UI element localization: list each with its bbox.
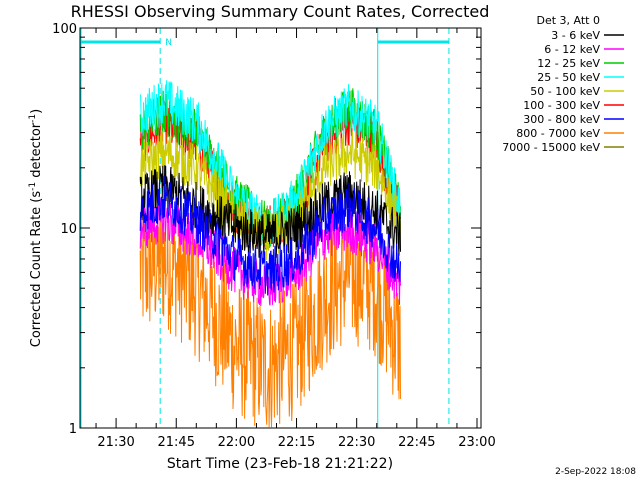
y-axis-label: Corrected Count Rate (s-1 detector-1) (28, 109, 44, 347)
legend-label: 300 - 800 keV (523, 113, 600, 126)
legend-label: 50 - 100 keV (530, 85, 600, 98)
y-axis-label-end: ) (29, 109, 44, 114)
legend-label: 7000 - 15000 keV (502, 141, 600, 154)
legend-label: 800 - 7000 keV (516, 127, 600, 140)
x-axis: 21:30 21:45 22:00 22:15 22:30 22:45 23:00 (95, 28, 496, 450)
y-axis-label-mid: detector (29, 122, 44, 182)
night-markers: N (80, 28, 450, 428)
x-axis-label: Start Time (23-Feb-18 21:21:22) (167, 456, 393, 472)
series-line (139, 176, 401, 296)
y-tick-label: 1 (69, 422, 77, 437)
y-axis-label-sup1: -1 (28, 182, 38, 191)
y-axis-label-sup2: -1 (28, 114, 38, 123)
x-tick-label: 23:00 (458, 435, 495, 450)
series-layer (139, 80, 401, 428)
legend-label: 6 - 12 keV (544, 43, 600, 56)
footer-timestamp: 2-Sep-2022 18:08 (555, 467, 636, 477)
series-line (139, 80, 401, 247)
x-tick-label: 21:30 (97, 435, 134, 450)
y-axis: 1 10 100 (52, 22, 481, 437)
x-tick-label: 22:00 (218, 435, 255, 450)
legend-label: 3 - 6 keV (551, 29, 600, 42)
x-tick-label: 21:45 (158, 435, 195, 450)
y-axis-label-part1: Corrected Count Rate (s (29, 191, 44, 348)
legend-label: 12 - 25 keV (537, 57, 600, 70)
legend-header: Det 3, Att 0 (537, 14, 601, 27)
legend-label: 25 - 50 keV (537, 71, 600, 84)
x-tick-label: 22:45 (398, 435, 435, 450)
y-tick-label: 100 (52, 22, 77, 37)
legend-label: 100 - 300 keV (523, 99, 600, 112)
chart-title: RHESSI Observing Summary Count Rates, Co… (71, 2, 490, 21)
x-tick-label: 22:30 (338, 435, 375, 450)
night-label: N (165, 38, 172, 48)
series-line (139, 165, 401, 260)
x-tick-label: 22:15 (278, 435, 315, 450)
y-tick-label: 10 (60, 222, 77, 237)
